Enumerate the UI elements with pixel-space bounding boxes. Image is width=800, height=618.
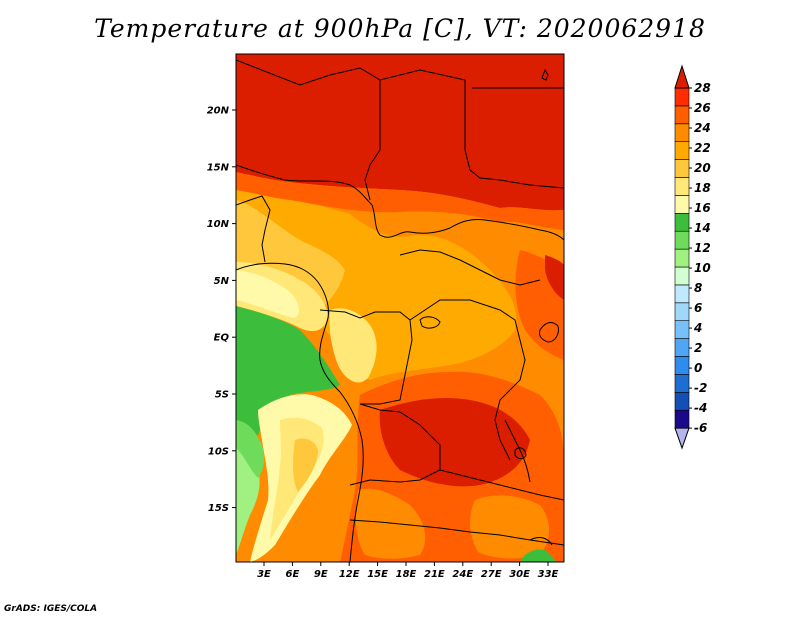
angola-coast bbox=[339, 391, 364, 562]
colorbar-bin bbox=[674, 195, 690, 214]
colorbar-bin bbox=[674, 213, 690, 232]
colorbar-label: -2 bbox=[694, 381, 707, 395]
namibia-botswana-border bbox=[349, 519, 564, 546]
libya-egypt-border bbox=[379, 69, 466, 108]
field-east-hot bbox=[545, 255, 564, 300]
car-border bbox=[399, 249, 541, 286]
colorbar-label: 10 bbox=[694, 261, 711, 275]
colorbar-label: 24 bbox=[694, 121, 711, 135]
colorbar-bin bbox=[674, 105, 690, 125]
colorbar-min-arrow bbox=[674, 427, 690, 450]
field-south-hotspot bbox=[379, 398, 530, 487]
colorbar-bin bbox=[674, 284, 690, 304]
longitude-axis: 3E 6E 9E 12E 15E 18E 21E 24E 27E 30E 33E bbox=[257, 562, 559, 580]
lon-label: 21E bbox=[424, 569, 445, 580]
lon-label: 12E bbox=[339, 569, 360, 580]
colorbar-bin bbox=[674, 141, 690, 160]
chad-sudan-border bbox=[464, 108, 564, 189]
angola-drc-border bbox=[349, 403, 441, 486]
field-congo-yellow bbox=[329, 308, 377, 383]
field-sw-yelloworange bbox=[293, 438, 318, 492]
lat-label: 15S bbox=[208, 503, 229, 514]
field-atlantic-green bbox=[236, 306, 340, 480]
lon-label: 30E bbox=[509, 569, 530, 580]
lat-label: EQ bbox=[214, 333, 230, 344]
niger-libya-border bbox=[236, 59, 381, 201]
colorbar-bin bbox=[674, 338, 690, 357]
west-africa-borders bbox=[236, 195, 271, 263]
colorbar-label: 20 bbox=[694, 161, 711, 175]
inland-lake bbox=[419, 316, 441, 329]
colorbar-bin bbox=[674, 320, 690, 339]
field-coast-paleyellow bbox=[236, 270, 299, 318]
map-frame bbox=[235, 53, 565, 563]
colorbar-label: 18 bbox=[694, 181, 711, 195]
colorbar-label: 16 bbox=[694, 201, 711, 215]
sahel-border bbox=[236, 164, 564, 241]
lon-label: 27E bbox=[481, 569, 502, 580]
lat-label: 5N bbox=[214, 276, 230, 287]
field-north-hot bbox=[236, 54, 564, 211]
chart-title: Temperature at 900hPa [C], VT: 202006291… bbox=[94, 14, 706, 43]
latitude-axis: 20N 15N 10N 5N EQ 5S 10S 15S bbox=[207, 106, 236, 514]
colorbar-label: 28 bbox=[694, 81, 711, 95]
colorbar-label: 0 bbox=[694, 361, 702, 375]
lon-label: 3E bbox=[257, 569, 271, 580]
lon-label: 33E bbox=[538, 569, 559, 580]
colorbar-bin bbox=[674, 159, 690, 178]
lake-kariba bbox=[529, 537, 553, 546]
colorbar-bin bbox=[674, 230, 690, 250]
grads-credit: GrADS: IGES/COLA bbox=[4, 604, 98, 614]
colorbar-label: 2 bbox=[694, 341, 702, 355]
temperature-field bbox=[236, 54, 564, 562]
field-atlantic-midgreen bbox=[236, 420, 265, 478]
colorbar-label: 4 bbox=[693, 321, 702, 335]
lon-label: 24E bbox=[452, 569, 473, 580]
lat-label: 5S bbox=[215, 390, 229, 401]
colorbar-label: 6 bbox=[694, 301, 702, 315]
lon-label: 18E bbox=[396, 569, 417, 580]
drc-east-border bbox=[409, 299, 526, 461]
lat-label: 10S bbox=[208, 446, 229, 457]
colorbar-bin bbox=[674, 356, 690, 375]
gulf-of-guinea-coast bbox=[236, 262, 341, 393]
colorbar-label: 12 bbox=[694, 241, 711, 255]
congo-borders bbox=[319, 309, 413, 405]
colorbar-label: 26 bbox=[694, 101, 711, 115]
field-south-orange bbox=[355, 488, 426, 559]
colorbar-bin bbox=[674, 409, 690, 429]
colorbar-label: 22 bbox=[694, 141, 711, 155]
colorbar-bin bbox=[674, 87, 690, 107]
sinai-outline bbox=[541, 68, 549, 81]
lon-label: 6E bbox=[286, 569, 300, 580]
political-boundaries bbox=[236, 59, 564, 562]
colorbar-label: 8 bbox=[694, 281, 702, 295]
colorbar-max-arrow bbox=[674, 64, 690, 89]
lat-label: 20N bbox=[207, 106, 230, 117]
colorbar-label: -6 bbox=[694, 421, 707, 435]
colorbar-bin bbox=[674, 374, 690, 393]
colorbar-bin bbox=[674, 391, 690, 411]
colorbar-bin bbox=[674, 302, 690, 321]
lake-tanganyika bbox=[504, 419, 531, 483]
field-north-band bbox=[236, 172, 564, 230]
lat-label: 15N bbox=[207, 162, 230, 173]
colorbar-bin bbox=[674, 248, 690, 268]
field-se-orange bbox=[470, 495, 549, 559]
lon-label: 15E bbox=[367, 569, 388, 580]
colorbar-bin bbox=[674, 123, 690, 143]
colorbar-bin bbox=[674, 177, 690, 196]
colorbar-bin bbox=[674, 266, 690, 286]
zambia-border bbox=[439, 469, 564, 501]
lon-label: 9E bbox=[314, 569, 328, 580]
lake-victoria bbox=[539, 322, 559, 343]
field-central-orange bbox=[236, 190, 517, 380]
colorbar-label: -4 bbox=[694, 401, 707, 415]
lat-label: 10N bbox=[207, 219, 230, 230]
field-se-green bbox=[520, 549, 556, 562]
colorbar-label: 14 bbox=[694, 221, 711, 235]
lake-mweru bbox=[514, 447, 527, 460]
